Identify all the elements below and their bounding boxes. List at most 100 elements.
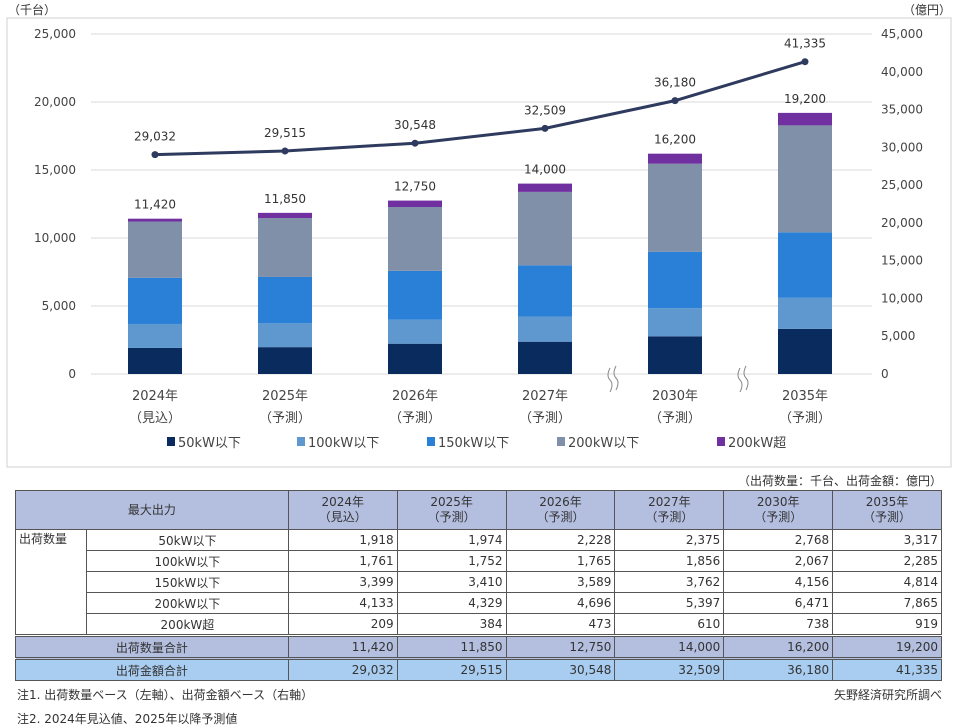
- column-year: 2027年: [648, 495, 691, 509]
- right-tick-label: 10,000: [881, 291, 923, 305]
- bar-segment: [128, 277, 182, 324]
- column-year: 2024年: [321, 495, 365, 509]
- line-point: [801, 58, 809, 66]
- right-tick-label: 45,000: [881, 27, 923, 41]
- legend-label: 200kW超: [728, 436, 786, 451]
- bar-segment: [648, 308, 702, 337]
- note-1: 注1. 出荷数量ベース（左軸）、出荷金額ベース（右軸）: [17, 688, 314, 702]
- cell: 29,032: [287, 657, 398, 681]
- cell: 2,228: [505, 529, 616, 551]
- legend-swatch: [717, 437, 725, 446]
- column-header: 2027年 （予測）: [614, 490, 725, 530]
- line-point: [151, 151, 159, 159]
- column-type: （見込）: [318, 510, 367, 524]
- unit-note: （出荷数量：千台、出荷金額：億円）: [737, 474, 942, 488]
- cell: 16,200: [723, 634, 834, 659]
- bar-segment: [778, 328, 832, 374]
- cell: 3,589: [505, 571, 616, 593]
- cell: 1,761: [287, 550, 398, 572]
- bar-segment: [388, 319, 442, 344]
- cell: 3,317: [832, 529, 942, 551]
- bar-segment: [778, 112, 832, 126]
- left-tick-label: 25,000: [34, 27, 76, 41]
- cell: 7,865: [832, 592, 942, 614]
- source: 矢野経済研究所調べ: [833, 688, 942, 702]
- bar-segment: [128, 218, 182, 222]
- x-tick-label: 2035年: [782, 389, 828, 404]
- cell: 14,000: [614, 634, 725, 659]
- x-tick-label: 2027年: [522, 389, 568, 404]
- cell: 738: [723, 613, 834, 636]
- cell: 1,856: [614, 550, 725, 572]
- column-type: （予測）: [536, 510, 585, 524]
- right-tick-label: 40,000: [881, 65, 923, 79]
- table-row: 200kW超 209 384 473 610 738 919: [16, 613, 942, 636]
- bar-segment: [518, 316, 572, 342]
- bar-segment: [648, 153, 702, 164]
- right-tick-label: 20,000: [881, 216, 923, 230]
- table-row: 100kW以下 1,761 1,752 1,765 1,856 2,067 2,285: [16, 550, 942, 572]
- column-header: 2026年 （予測）: [505, 490, 616, 530]
- x-tick-sublabel: （予測）: [519, 411, 571, 426]
- column-type: （予測）: [427, 510, 476, 524]
- cell: 6,471: [723, 592, 834, 614]
- line-series: [154, 60, 806, 157]
- total-label: 16,200: [654, 133, 696, 147]
- chart: （千台） （億円） 0 5,000 10,000 15,000 20,000 25,000…: [6, 2, 952, 468]
- x-tick-label: 2025年: [262, 389, 308, 404]
- bar-segment: [648, 336, 702, 374]
- row-label: 50kW以下: [86, 529, 289, 551]
- left-tick-label: 5,000: [42, 299, 76, 313]
- bar-segment: [258, 218, 312, 277]
- cell: 4,329: [396, 592, 507, 614]
- cell: 473: [505, 613, 616, 636]
- cell: 30,548: [505, 657, 616, 681]
- sum-row: 出荷数量合計 11,420 11,850 12,750 14,000 16,200 19,2…: [15, 634, 942, 659]
- x-tick-sublabel: （予測）: [779, 411, 831, 426]
- cell: 209: [287, 613, 398, 636]
- legend-swatch: [167, 437, 175, 446]
- column-year: 2035年: [865, 495, 909, 509]
- row-label: 100kW以下: [86, 550, 289, 572]
- cell: 4,156: [723, 571, 834, 593]
- cell: 384: [396, 613, 507, 636]
- bar-segment: [258, 323, 312, 348]
- table-row: 200kW以下 4,133 4,329 4,696 5,397 6,471 7,865: [16, 592, 942, 614]
- axis-break-icon: [737, 365, 749, 393]
- axis-break-icon: [607, 365, 619, 393]
- group-label: 出荷数量: [15, 529, 87, 636]
- bar-segment: [518, 191, 572, 266]
- right-tick-label: 30,000: [881, 140, 923, 154]
- total-label: 11,420: [134, 198, 176, 212]
- cell: 36,180: [723, 657, 834, 681]
- right-tick-label: 0: [881, 367, 889, 381]
- bar-segment: [128, 347, 182, 374]
- cell: 919: [832, 613, 942, 636]
- note-2: 注2. 2024年見込値、2025年以降予測値: [17, 712, 238, 726]
- cell: 41,335: [832, 657, 942, 681]
- line-label: 29,032: [134, 130, 176, 144]
- line-label: 30,548: [394, 118, 436, 132]
- right-tick-label: 25,000: [881, 178, 923, 192]
- column-year: 2030年: [756, 495, 800, 509]
- cell: 4,133: [287, 592, 398, 614]
- bar-segment: [648, 163, 702, 252]
- bar-segment: [778, 125, 832, 233]
- cell: 1,752: [396, 550, 507, 572]
- amount-row: 出荷金額合計 29,032 29,515 30,548 32,509 36,180 41,3…: [15, 657, 942, 681]
- cell: 11,420: [287, 634, 398, 659]
- column-type: （予測）: [863, 510, 912, 524]
- cell: 19,200: [832, 634, 942, 659]
- cell: 32,509: [614, 657, 725, 681]
- column-year: 2026年: [539, 495, 582, 509]
- chart-frame: [6, 17, 952, 468]
- bar-segment: [258, 276, 312, 324]
- bar-segment: [518, 183, 572, 192]
- x-tick-label: 2026年: [392, 389, 438, 404]
- row-label: 200kW以下: [86, 592, 289, 614]
- line-point: [281, 147, 289, 155]
- legend-label: 200kW以下: [568, 436, 639, 451]
- column-type: （予測）: [754, 510, 803, 524]
- right-tick-label: 15,000: [881, 254, 923, 268]
